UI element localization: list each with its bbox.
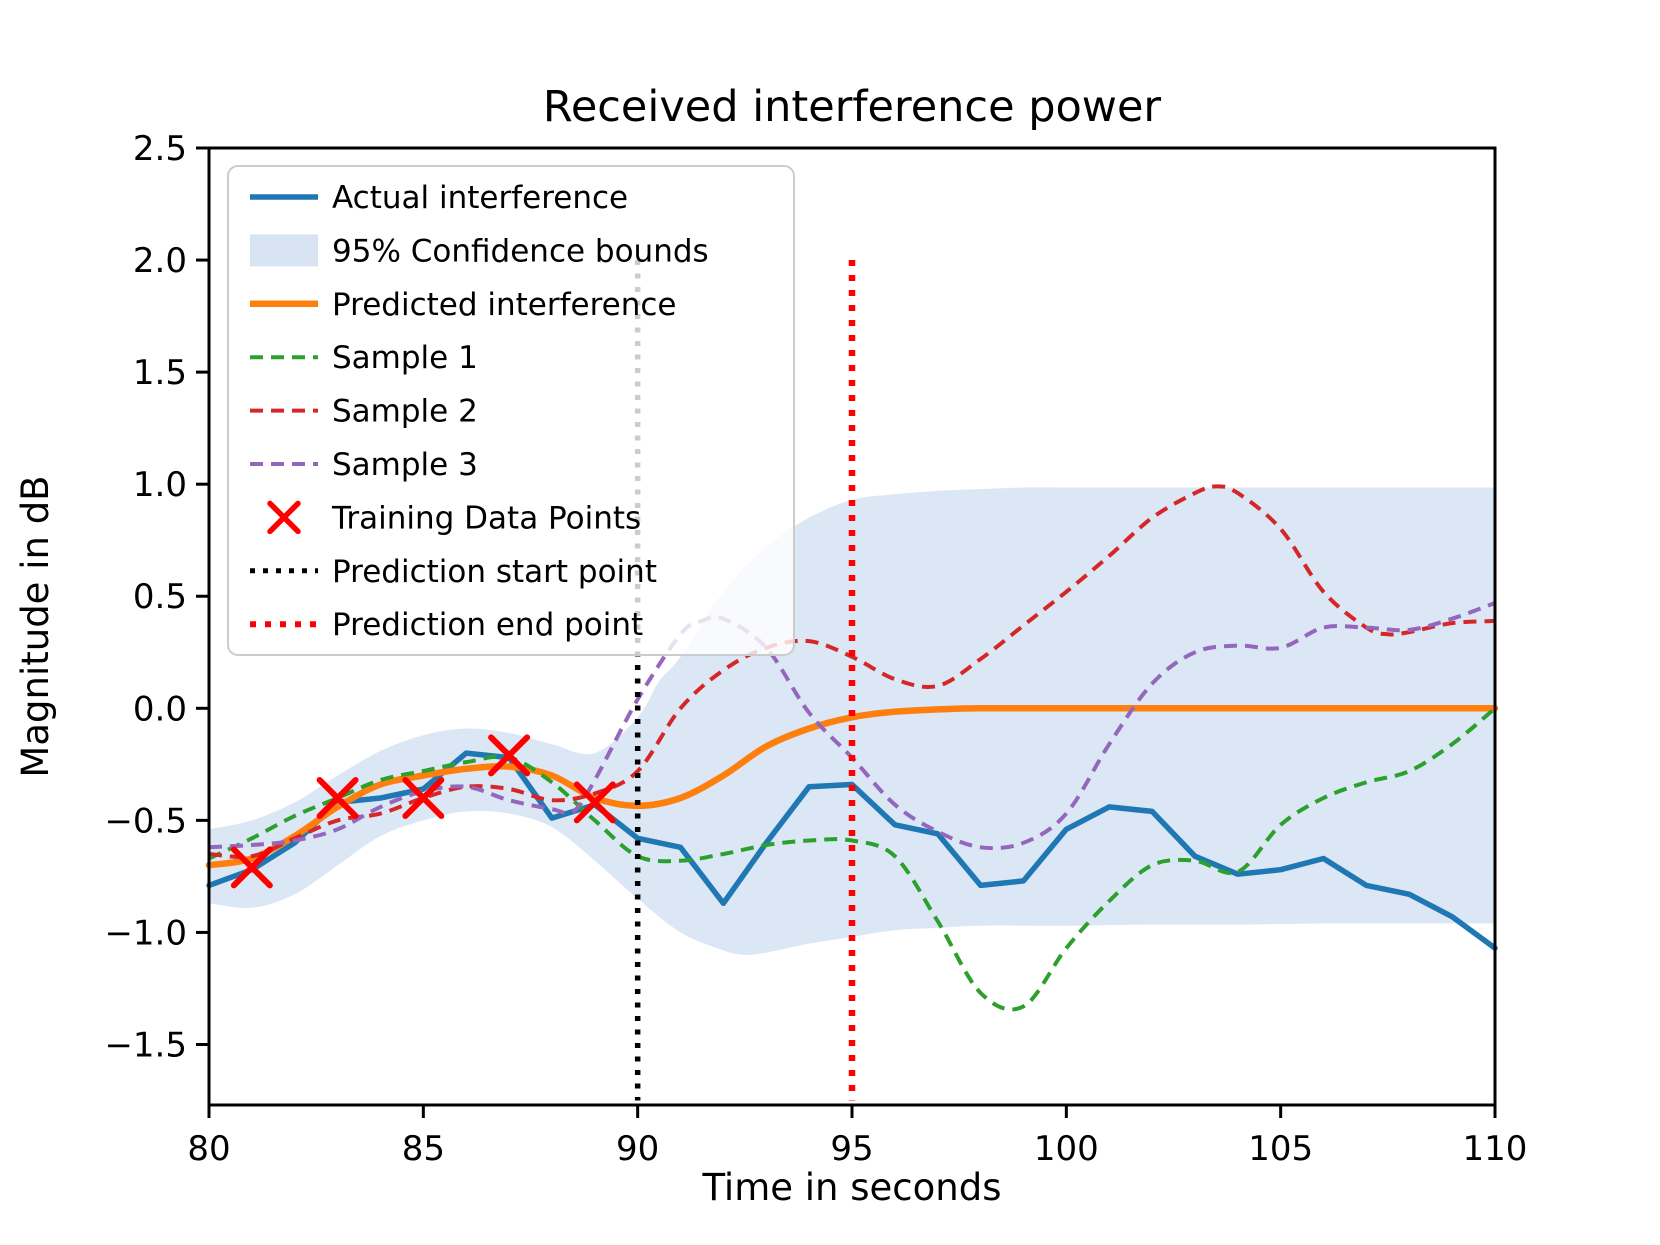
- legend-box: [227, 165, 795, 656]
- legend-handle-6: [267, 500, 301, 535]
- y-axis-label: Magnitude in dB: [14, 475, 57, 777]
- legend-handle-1: [250, 234, 318, 267]
- x-tick-label-1: 85: [402, 1129, 445, 1169]
- y-tick-label-1: 2.0: [133, 241, 187, 281]
- y-tick-label-3: 1.0: [133, 465, 187, 505]
- chart-title: Received interference power: [543, 82, 1162, 132]
- legend-label-3: Sample 1: [332, 340, 478, 376]
- series-actual-interference-line: [206, 750, 1498, 951]
- x-tick-label-4: 100: [1034, 1129, 1099, 1169]
- series-sample-2-line: [208, 484, 1496, 860]
- legend-label-0: Actual interference: [332, 180, 628, 216]
- legend-label-8: Prediction end point: [332, 607, 643, 643]
- series-predicted-interference-line: [205, 704, 1499, 869]
- training-point-marker: [316, 776, 359, 819]
- y-tick-label-8: −1.5: [104, 1025, 187, 1065]
- y-tick-label-2: 1.5: [133, 353, 187, 393]
- training-point-marker: [488, 734, 531, 777]
- x-tick-label-0: 80: [187, 1129, 230, 1169]
- x-tick-label-2: 90: [616, 1129, 659, 1169]
- series-sample-1-line: [208, 706, 1497, 1012]
- y-tick-label-7: −1.0: [104, 913, 187, 953]
- x-tick-label-5: 105: [1248, 1129, 1313, 1169]
- series-sample-3-line: [208, 601, 1496, 851]
- y-tick-label-4: 0.5: [133, 577, 187, 617]
- y-tick-label-0: 2.5: [133, 129, 187, 169]
- training-point-marker: [230, 846, 273, 889]
- y-tick-label-6: −0.5: [104, 801, 187, 841]
- x-tick-label-3: 95: [830, 1129, 873, 1169]
- legend-label-5: Sample 3: [332, 447, 478, 483]
- legend-label-7: Prediction start point: [332, 554, 657, 590]
- legend-label-2: Predicted interference: [332, 287, 677, 323]
- x-tick-label-6: 110: [1463, 1129, 1528, 1169]
- training-point-marker: [573, 781, 616, 824]
- legend-label-6: Training Data Points: [331, 500, 641, 536]
- confidence-band-area: [209, 487, 1495, 955]
- legend-label-4: Sample 2: [332, 394, 478, 430]
- legend-label-1: 95% Confidence bounds: [332, 233, 709, 269]
- training-point-marker: [402, 776, 445, 819]
- x-axis-label: Time in seconds: [701, 1166, 1001, 1209]
- y-tick-label-5: 0.0: [133, 689, 187, 729]
